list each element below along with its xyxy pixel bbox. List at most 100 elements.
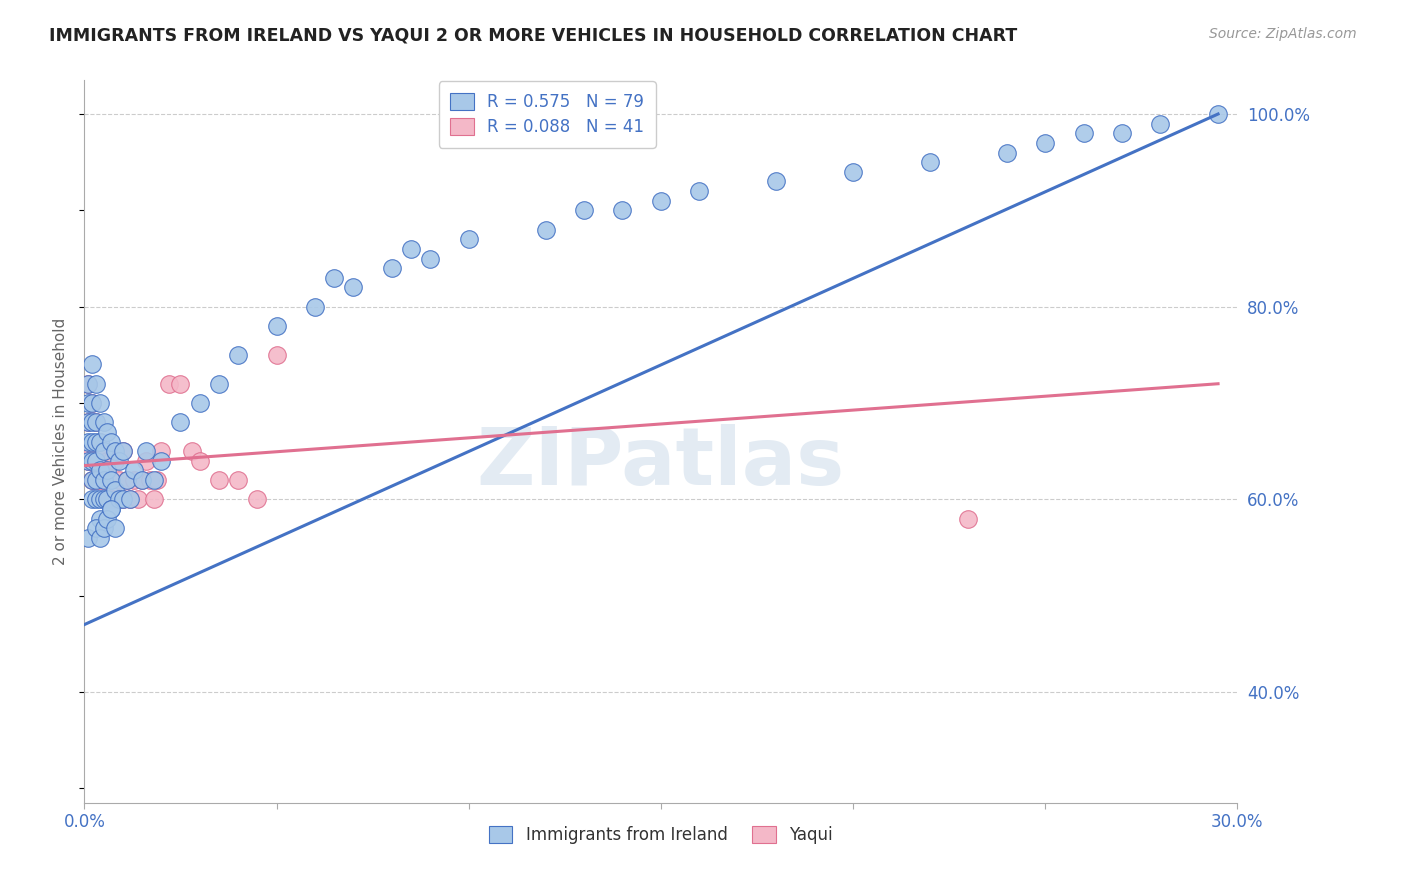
Point [77, 454, 100, 468]
Point [104, 454, 127, 468]
Point [918, 155, 941, 169]
Point [323, 270, 346, 285]
Point [80, 358, 103, 372]
Point [124, 473, 146, 487]
Point [84, 473, 107, 487]
Point [84, 454, 107, 468]
Point [84, 434, 107, 449]
Point [266, 318, 288, 333]
Point [150, 454, 173, 468]
Point [146, 473, 169, 487]
Point [100, 502, 122, 516]
Point [77, 531, 100, 545]
Point [89, 492, 111, 507]
Point [104, 521, 127, 535]
Point [120, 492, 142, 507]
Point [157, 376, 180, 391]
Point [89, 473, 111, 487]
Point [80, 473, 103, 487]
Legend: Immigrants from Ireland, Yaqui: Immigrants from Ireland, Yaqui [477, 814, 845, 856]
Point [457, 232, 479, 246]
Point [96, 425, 118, 439]
Point [111, 444, 134, 458]
Point [96, 511, 118, 525]
Point [208, 376, 231, 391]
Point [150, 444, 173, 458]
Point [89, 463, 111, 477]
Point [93, 444, 115, 458]
Point [89, 434, 111, 449]
Point [108, 454, 131, 468]
Point [84, 473, 107, 487]
Point [84, 415, 107, 429]
Point [226, 348, 249, 362]
Text: Source: ZipAtlas.com: Source: ZipAtlas.com [1209, 27, 1357, 41]
Point [135, 454, 157, 468]
Point [650, 194, 672, 208]
Point [93, 492, 115, 507]
Point [80, 454, 103, 468]
Point [1073, 126, 1095, 140]
Point [80, 444, 103, 458]
Point [572, 203, 595, 218]
Point [534, 222, 557, 236]
Point [304, 300, 326, 314]
Point [181, 444, 204, 458]
Point [399, 242, 422, 256]
Point [111, 492, 134, 507]
Point [266, 348, 288, 362]
Point [135, 444, 157, 458]
Point [115, 473, 138, 487]
Point [96, 454, 118, 468]
Point [89, 531, 111, 545]
Point [84, 376, 107, 391]
Point [77, 415, 100, 429]
Point [108, 492, 131, 507]
Point [1206, 107, 1229, 121]
Point [120, 492, 142, 507]
Point [100, 473, 122, 487]
Point [246, 492, 269, 507]
Point [84, 521, 107, 535]
Point [957, 511, 980, 525]
Point [100, 502, 122, 516]
Point [77, 434, 100, 449]
Point [93, 444, 115, 458]
Point [138, 473, 160, 487]
Point [96, 492, 118, 507]
Point [100, 434, 122, 449]
Point [89, 396, 111, 410]
Point [381, 261, 404, 276]
Point [84, 492, 107, 507]
Point [131, 473, 153, 487]
Point [84, 415, 107, 429]
Point [1033, 136, 1056, 150]
Text: IMMIGRANTS FROM IRELAND VS YAQUI 2 OR MORE VEHICLES IN HOUSEHOLD CORRELATION CHA: IMMIGRANTS FROM IRELAND VS YAQUI 2 OR MO… [49, 27, 1018, 45]
Point [612, 203, 634, 218]
Point [80, 396, 103, 410]
Point [127, 492, 149, 507]
Text: ZIPatlas: ZIPatlas [477, 425, 845, 502]
Point [93, 473, 115, 487]
Point [169, 415, 191, 429]
Point [77, 376, 100, 391]
Point [93, 521, 115, 535]
Point [104, 492, 127, 507]
Point [104, 483, 127, 497]
Point [108, 473, 131, 487]
Point [342, 280, 364, 294]
Point [77, 376, 100, 391]
Point [111, 492, 134, 507]
Point [100, 492, 122, 507]
Point [111, 444, 134, 458]
Point [1149, 117, 1171, 131]
Point [115, 473, 138, 487]
Point [89, 511, 111, 525]
Point [995, 145, 1018, 160]
Point [80, 415, 103, 429]
Point [765, 174, 787, 188]
Point [1111, 126, 1133, 140]
Point [80, 492, 103, 507]
Point [80, 396, 103, 410]
Point [100, 454, 122, 468]
